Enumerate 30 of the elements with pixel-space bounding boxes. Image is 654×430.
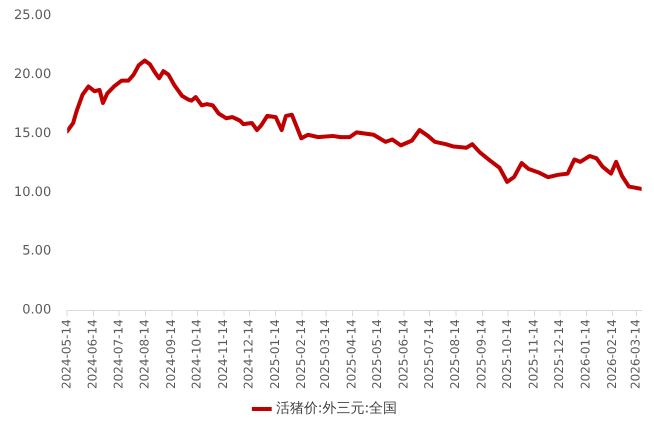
legend-label: 活猪价:外三元:全国 bbox=[276, 400, 398, 417]
x-tick-label: 2025-12-14 bbox=[552, 319, 566, 390]
x-tick-label: 2025-04-14 bbox=[344, 319, 358, 390]
x-tick-label: 2025-05-14 bbox=[370, 319, 384, 390]
x-tick-label: 2025-08-14 bbox=[448, 319, 462, 390]
x-tick-label: 2026-03-14 bbox=[628, 319, 643, 390]
y-tick-label: 0.00 bbox=[22, 302, 52, 318]
x-tick-label: 2024-07-14 bbox=[111, 319, 126, 390]
x-tick-label: 2024-09-14 bbox=[164, 319, 178, 390]
x-tick-label: 2025-11-14 bbox=[526, 319, 541, 390]
x-tick-label: 2026-02-14 bbox=[604, 319, 619, 390]
y-tick-label: 25.00 bbox=[14, 8, 52, 24]
x-tick-label: 2026-01-14 bbox=[578, 319, 592, 390]
x-tick-label: 2024-12-14 bbox=[241, 319, 256, 390]
y-tick-label: 10.00 bbox=[14, 184, 52, 200]
x-tick-label: 2024-10-14 bbox=[190, 319, 204, 390]
x-tick-label: 2025-07-14 bbox=[422, 319, 436, 390]
x-tick-label: 2025-03-14 bbox=[318, 319, 332, 390]
x-tick-label: 2024-05-14 bbox=[59, 319, 74, 390]
y-tick-label: 20.00 bbox=[14, 67, 52, 82]
y-tick-label: 15.00 bbox=[14, 126, 52, 141]
x-tick-label: 2024-08-14 bbox=[138, 319, 152, 390]
x-tick-label: 2025-01-14 bbox=[268, 319, 282, 390]
x-tick-label: 2024-11-14 bbox=[216, 319, 230, 390]
x-tick-label: 2024-06-14 bbox=[86, 319, 100, 390]
x-tick-label: 2025-10-14 bbox=[500, 319, 514, 390]
x-tick-label: 2025-02-14 bbox=[294, 319, 308, 390]
x-tick-label: 2025-09-14 bbox=[474, 319, 489, 390]
y-tick-label: 5.00 bbox=[22, 244, 52, 259]
x-tick-label: 2025-06-14 bbox=[396, 319, 410, 390]
